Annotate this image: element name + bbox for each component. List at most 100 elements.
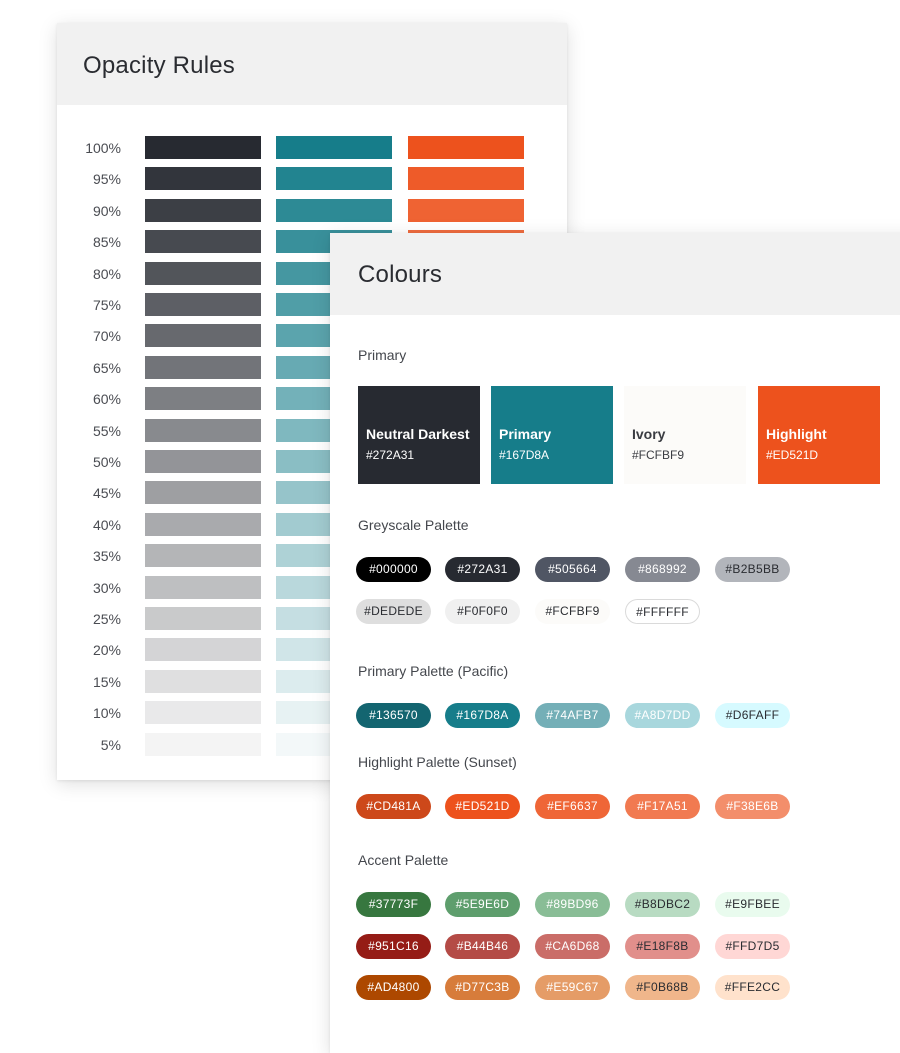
opacity-bar-neutral (145, 481, 261, 505)
opacity-bar-primary (276, 198, 392, 222)
color-chip[interactable]: #000000 (356, 557, 431, 582)
color-chip[interactable]: #167D8A (445, 703, 520, 728)
opacity-label: 10% (92, 705, 121, 722)
opacity-bar-primary (276, 136, 392, 159)
color-chip[interactable]: #FCFBF9 (535, 599, 610, 624)
swatch-name: Primary (499, 426, 552, 442)
opacity-bar-neutral (145, 261, 261, 285)
opacity-label: 15% (92, 673, 121, 690)
opacity-label: 85% (92, 234, 121, 251)
color-chip[interactable]: #E59C67 (535, 975, 610, 1000)
color-chip[interactable]: #272A31 (445, 557, 520, 582)
color-chip[interactable]: #E9FBEE (715, 892, 790, 917)
opacity-label: 75% (92, 297, 121, 313)
opacity-bar-neutral (145, 607, 261, 630)
color-chip[interactable]: #ED521D (445, 794, 520, 819)
color-chip[interactable]: #B44B46 (445, 934, 520, 959)
color-chip[interactable]: #F0F0F0 (445, 599, 520, 624)
swatch-primary[interactable]: Primary #167D8A (491, 386, 613, 484)
opacity-bar-neutral (145, 355, 261, 379)
opacity-bar-neutral (145, 198, 261, 222)
color-chip[interactable]: #F17A51 (625, 794, 700, 819)
opacity-bar-neutral (145, 701, 261, 725)
color-chip[interactable]: #F38E6B (715, 794, 790, 819)
opacity-label: 65% (92, 359, 121, 376)
opacity-bar-neutral (145, 230, 261, 254)
opacity-label: 25% (92, 611, 121, 627)
color-chip[interactable]: #505664 (535, 557, 610, 582)
color-chip[interactable]: #D77C3B (445, 975, 520, 1000)
color-chip[interactable]: #FFFFFF (625, 599, 700, 624)
color-chip[interactable]: #AD4800 (356, 975, 431, 1000)
opacity-bar-neutral (145, 512, 261, 536)
opacity-bar-neutral (145, 732, 261, 756)
opacity-label: 35% (92, 548, 121, 565)
palette-label: Primary Palette (Pacific) (358, 663, 509, 679)
color-chip[interactable]: #89BD96 (535, 892, 610, 917)
opacity-bar-neutral (145, 418, 261, 442)
color-chip[interactable]: #A8D7DD (625, 703, 700, 728)
opacity-bar-highlight (408, 136, 524, 159)
color-chip[interactable]: #B2B5BB (715, 557, 790, 582)
opacity-bar-neutral (145, 324, 261, 348)
primary-section-label: Primary (358, 347, 407, 363)
opacity-label: 5% (100, 736, 121, 753)
opacity-bar-neutral (145, 638, 261, 662)
opacity-bar-neutral (145, 136, 261, 159)
swatch-name: Neutral Darkest (366, 426, 470, 442)
swatch-neutral-darkest[interactable]: Neutral Darkest #272A31 (358, 386, 480, 484)
palette-label: Greyscale Palette (358, 517, 469, 533)
color-chip[interactable]: #136570 (356, 703, 431, 728)
color-chip[interactable]: #D6FAFF (715, 703, 790, 728)
color-chip[interactable]: #F0B68B (625, 975, 700, 1000)
color-chip[interactable]: #5E9E6D (445, 892, 520, 917)
opacity-row: 95% (57, 167, 567, 191)
color-chip[interactable]: #FFE2CC (715, 975, 790, 1000)
color-chip[interactable]: #37773F (356, 892, 431, 917)
opacity-label: 55% (92, 422, 121, 439)
color-chip[interactable]: #868992 (625, 557, 700, 582)
swatch-ivory[interactable]: Ivory #FCFBF9 (624, 386, 746, 484)
opacity-bar-neutral (145, 544, 261, 568)
opacity-rules-title: Opacity Rules (57, 23, 567, 105)
opacity-bar-neutral (145, 387, 261, 411)
opacity-bar-highlight (408, 167, 524, 191)
opacity-label: 95% (92, 171, 121, 188)
color-chip[interactable]: #E18F8B (625, 934, 700, 959)
swatch-name: Ivory (632, 426, 666, 442)
opacity-label: 20% (92, 642, 121, 659)
color-chip[interactable]: #EF6637 (535, 794, 610, 819)
swatch-hex: #FCFBF9 (632, 448, 685, 462)
colours-title: Colours (330, 233, 900, 315)
opacity-bar-neutral (145, 167, 261, 191)
opacity-row: 100% (57, 136, 567, 160)
color-chip[interactable]: #B8DBC2 (625, 892, 700, 917)
opacity-label: 100% (85, 140, 121, 156)
color-chip[interactable]: #951C16 (356, 934, 431, 959)
opacity-bar-neutral (145, 669, 261, 693)
color-chip[interactable]: #CD481A (356, 794, 431, 819)
opacity-bar-neutral (145, 450, 261, 473)
swatch-highlight[interactable]: Highlight #ED521D (758, 386, 880, 484)
opacity-row: 90% (57, 198, 567, 223)
opacity-bar-neutral (145, 293, 261, 316)
swatch-name: Highlight (766, 426, 827, 442)
opacity-label: 60% (92, 391, 121, 408)
palette-label: Accent Palette (358, 852, 449, 868)
opacity-label: 80% (92, 265, 121, 282)
color-chip[interactable]: #CA6D68 (535, 934, 610, 959)
opacity-label: 40% (92, 516, 121, 533)
colours-card: Colours Primary Neutral Darkest #272A31 … (330, 233, 900, 1053)
opacity-bar-neutral (145, 575, 261, 599)
color-chip[interactable]: #DEDEDE (356, 599, 431, 624)
color-chip[interactable]: #FFD7D5 (715, 934, 790, 959)
opacity-bar-highlight (408, 198, 524, 222)
opacity-label: 70% (92, 328, 121, 345)
opacity-label: 30% (92, 579, 121, 596)
opacity-label: 50% (92, 454, 121, 470)
opacity-label: 45% (92, 485, 121, 502)
color-chip[interactable]: #74AFB7 (535, 703, 610, 728)
opacity-label: 90% (92, 202, 121, 219)
swatch-hex: #167D8A (499, 448, 550, 462)
swatch-hex: #ED521D (766, 448, 819, 462)
